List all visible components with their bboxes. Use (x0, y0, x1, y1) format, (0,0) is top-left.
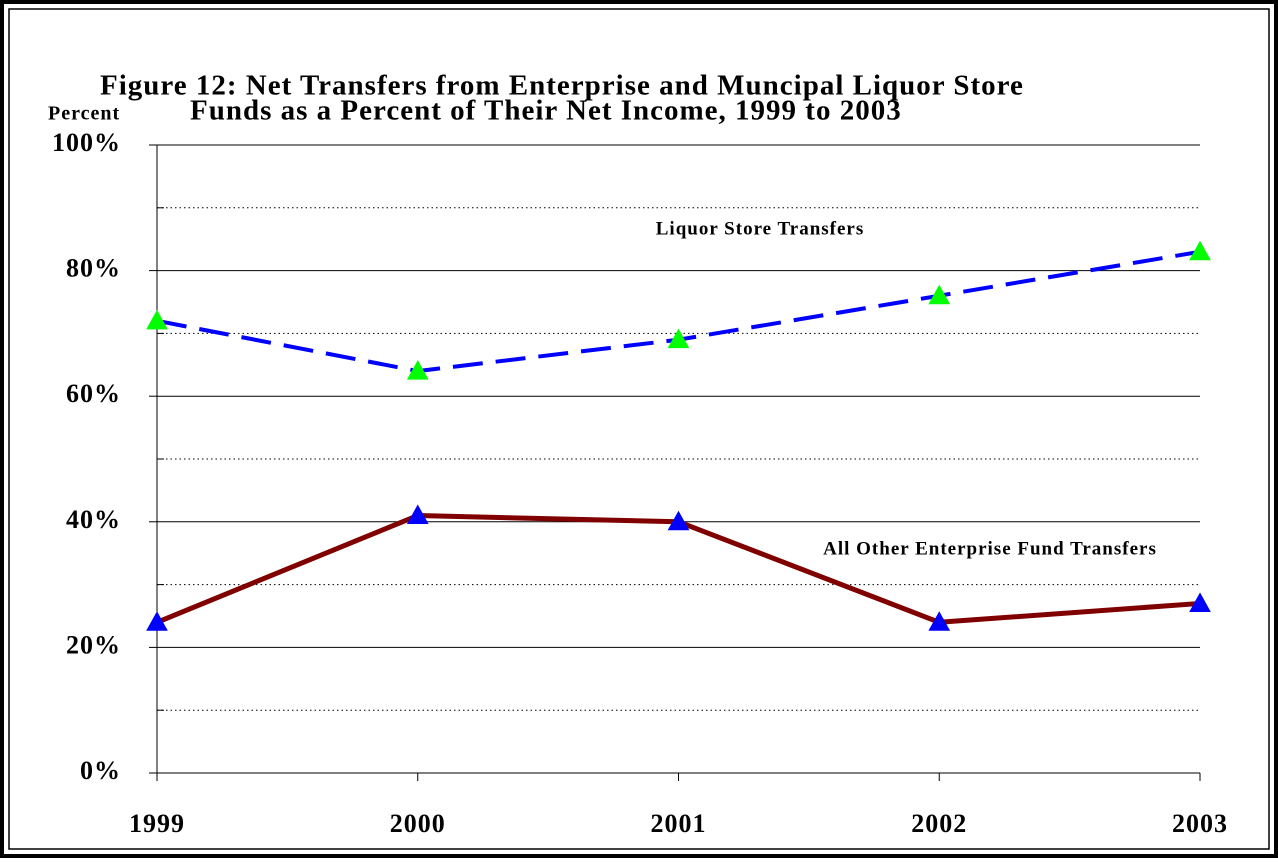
marker (146, 611, 168, 631)
inner-frame (8, 8, 1270, 850)
y-tick-label: 80% (66, 254, 121, 283)
marker (406, 504, 429, 525)
series-line (156, 249, 1201, 374)
x-tick-label: 2000 (390, 809, 446, 838)
series-line (156, 513, 1201, 625)
y-axis-label: Percent (48, 103, 120, 125)
chart-title: Funds as a Percent of Their Net Income, … (190, 95, 902, 127)
marker (1189, 240, 1211, 261)
marker (1189, 592, 1211, 612)
x-tick-label: 2003 (1172, 809, 1228, 838)
y-tick-label: 20% (66, 630, 121, 659)
marker (928, 611, 951, 631)
x-tick-label: 2002 (911, 809, 967, 838)
y-tick-label: 0% (80, 756, 121, 785)
x-tick-label: 1999 (129, 809, 185, 838)
chart-title: Figure 12: Net Transfers from Enterprise… (100, 70, 1024, 102)
marker (146, 309, 168, 330)
marker (928, 284, 951, 305)
y-tick-label: 100% (52, 128, 121, 157)
y-tick-label: 40% (66, 505, 121, 534)
series-label: Liquor Store Transfers (656, 218, 865, 239)
series-label: All Other Enterprise Fund Transfers (823, 538, 1157, 559)
y-tick-label: 60% (66, 379, 121, 408)
marker (667, 510, 690, 531)
marker (667, 328, 690, 349)
marker (406, 360, 429, 380)
x-tick-label: 2001 (651, 809, 707, 838)
